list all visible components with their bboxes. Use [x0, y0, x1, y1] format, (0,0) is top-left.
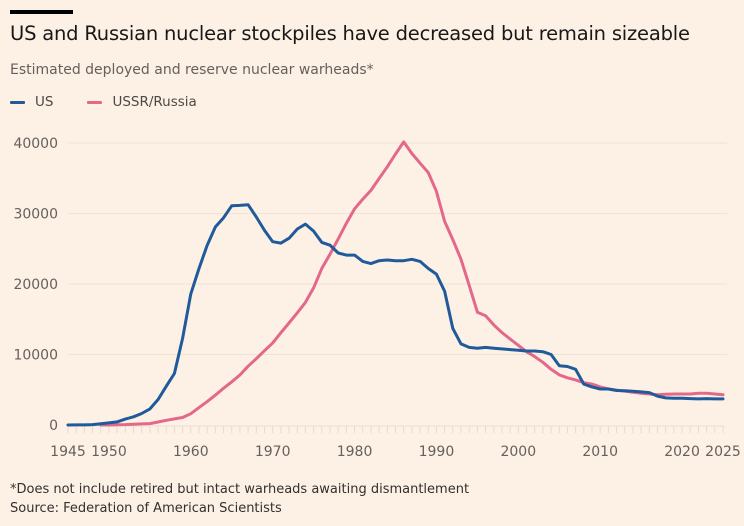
- x-tick-label: 1950: [91, 444, 127, 460]
- legend-item-russia: USSR/Russia: [87, 94, 197, 110]
- y-tick-label: 10000: [13, 348, 58, 364]
- y-tick-label: 0: [49, 418, 58, 434]
- x-tick-label: 1960: [173, 444, 209, 460]
- legend-swatch-us: [10, 100, 25, 104]
- chart-title: US and Russian nuclear stockpiles have d…: [10, 22, 690, 45]
- legend: US USSR/Russia: [10, 94, 197, 110]
- gridlines: [68, 142, 727, 355]
- x-tick-label: 2025: [705, 444, 741, 460]
- x-axis: 1945 1950 1960 1970 1980 1990 2000 2010 2020 2025: [50, 425, 741, 460]
- x-tick-label: 1970: [255, 444, 291, 460]
- x-tick-label: 2010: [582, 444, 618, 460]
- x-tick-label: 1990: [419, 444, 455, 460]
- y-tick-label: 20000: [13, 277, 58, 293]
- legend-label-us: US: [35, 94, 54, 110]
- x-tick-label: 1980: [337, 444, 373, 460]
- source-note: Source: Federation of American Scientist…: [10, 501, 282, 516]
- legend-item-us: US: [10, 94, 53, 110]
- x-tick-label: 2020: [664, 444, 700, 460]
- series-lines: [66, 140, 725, 427]
- footnote: *Does not include retired but intact war…: [10, 482, 470, 497]
- legend-swatch-russia: [87, 100, 103, 104]
- legend-label-russia: USSR/Russia: [112, 94, 197, 110]
- x-tick-label: 1945: [50, 444, 86, 460]
- y-tick-label: 30000: [13, 207, 58, 223]
- y-axis: 0 10000 20000 30000 40000: [13, 136, 58, 434]
- brand-bar: [10, 10, 73, 14]
- chart-subtitle: Estimated deployed and reserve nuclear w…: [10, 62, 374, 78]
- series-line-us: [66, 203, 725, 427]
- x-tick-label: 2000: [500, 444, 536, 460]
- y-tick-label: 40000: [13, 136, 58, 152]
